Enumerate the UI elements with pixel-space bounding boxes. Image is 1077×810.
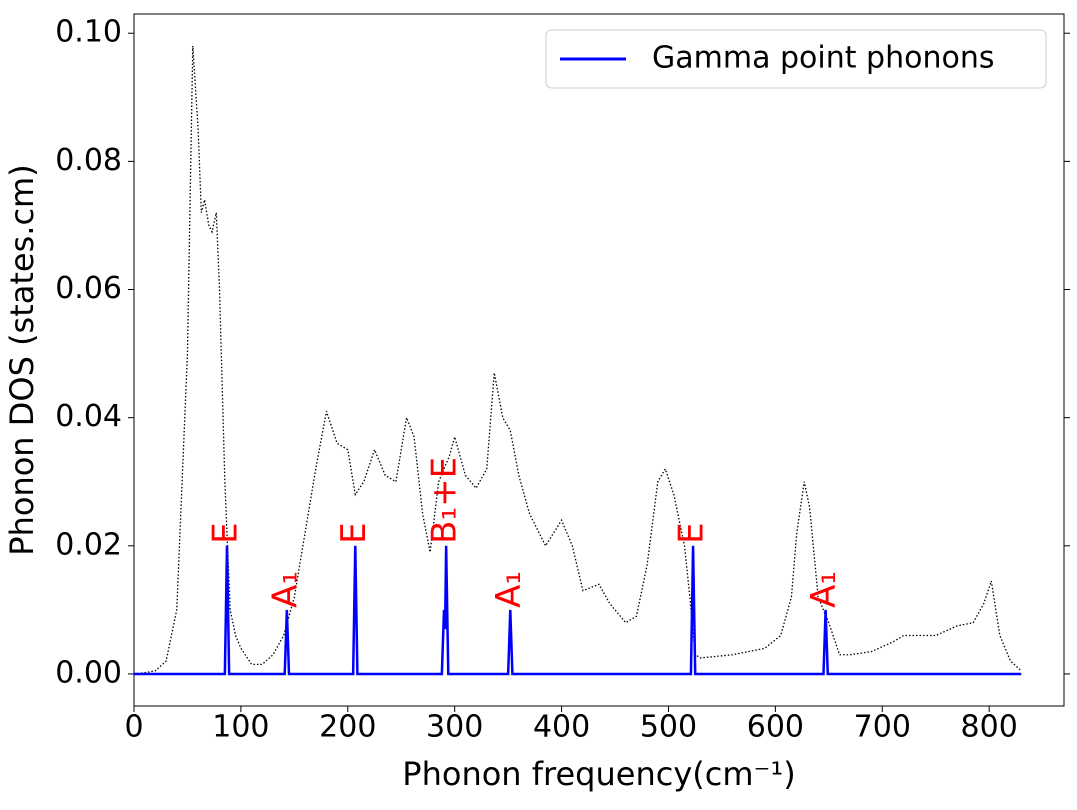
x-axis-label: Phonon frequency(cm⁻¹) [402,755,795,793]
y-axis-label: Phonon DOS (states.cm) [3,164,41,555]
peak-label: E [206,522,246,543]
y-tick-label: 0.02 [55,527,122,562]
plot-frame [133,13,1065,707]
y-tick-label: 0.10 [55,15,122,50]
legend-label: Gamma point phonons [652,41,994,76]
peak-label: A₁ [489,571,529,608]
peak-label: E [672,522,712,543]
peak-label: B₁+E [425,457,465,544]
peak-label: A₁ [265,571,305,608]
series-line [133,45,1022,675]
x-tick-label: 600 [747,710,804,745]
x-tick-label: 500 [640,710,697,745]
legend-box [545,29,1047,89]
x-tick-label: 100 [212,710,269,745]
peak-label: A₁ [804,571,844,608]
x-tick-label: 300 [426,710,483,745]
y-tick-label: 0.00 [55,655,122,690]
x-tick-label: 0 [124,710,143,745]
x-tick-label: 400 [533,710,590,745]
y-tick-label: 0.08 [55,143,122,178]
peak-label: E [334,522,374,543]
y-tick-label: 0.04 [55,399,122,434]
x-tick-label: 800 [961,710,1018,745]
x-tick-label: 200 [319,710,376,745]
series-line [134,545,1022,676]
y-tick-label: 0.06 [55,271,122,306]
x-tick-label: 700 [854,710,911,745]
